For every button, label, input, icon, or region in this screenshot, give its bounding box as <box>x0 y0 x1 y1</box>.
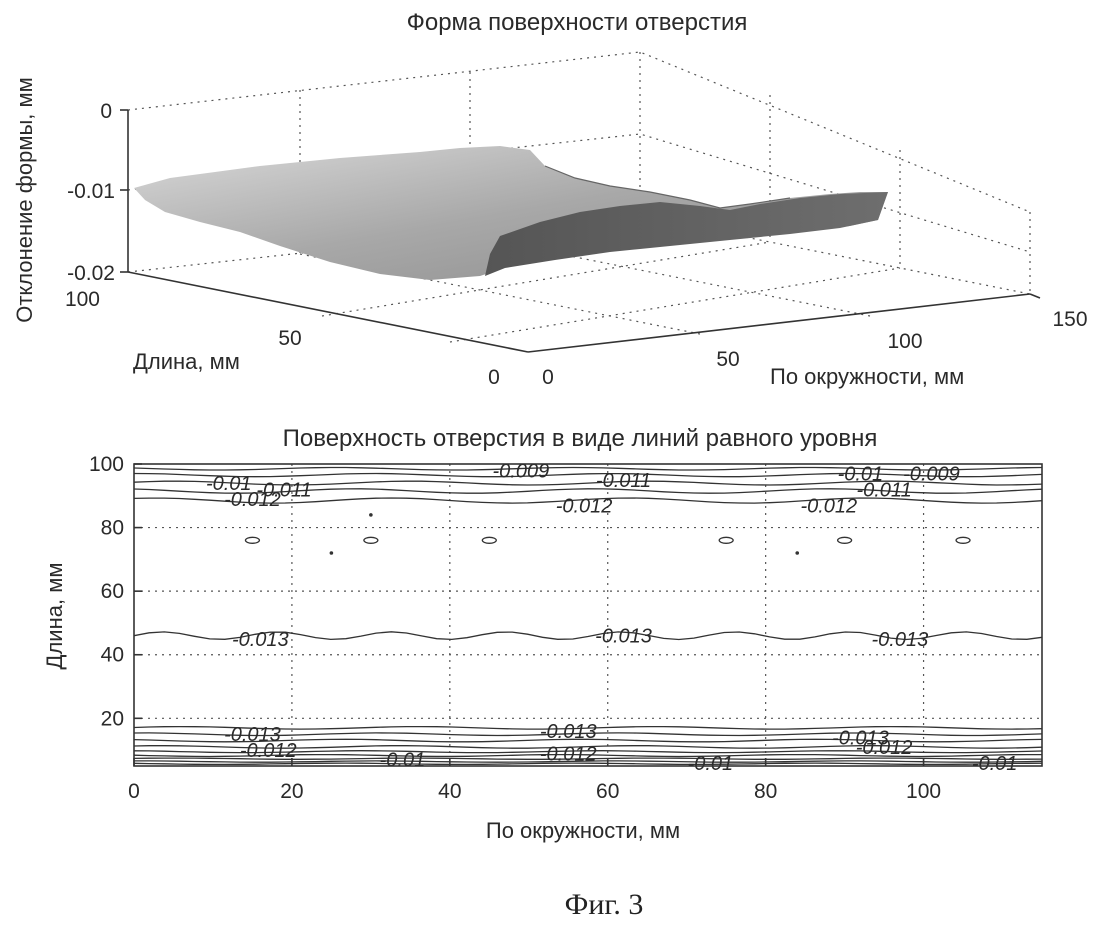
x-tick-label: 60 <box>596 780 619 803</box>
x-tick-label: 20 <box>280 780 303 803</box>
surface-y-label: Длина, мм <box>133 349 240 374</box>
surface-mesh <box>134 146 888 280</box>
contour-line <box>133 738 1043 743</box>
surface-grid <box>127 51 1031 343</box>
x-tick-label: 80 <box>754 780 777 803</box>
contour-point <box>795 551 800 555</box>
contour-level-label: -0.013 <box>224 724 281 746</box>
z-tick-label: 0 <box>100 100 112 123</box>
y-tick-label: 40 <box>101 644 124 667</box>
floor-grid-1 <box>299 253 701 335</box>
y-tick-label: 50 <box>278 327 301 350</box>
contour-chart: Поверхность отверстия в виде линий равно… <box>42 425 1043 843</box>
x-tick-label: 40 <box>438 780 461 803</box>
contour-line <box>133 745 1043 749</box>
floor-grid-3 <box>321 241 771 317</box>
contour-line <box>133 488 1043 494</box>
contour-level-label: -0.013 <box>832 727 889 749</box>
contour-labels: -0.013 -0.013 -0.013-0.012 -0.012 -0.012-0.0… <box>206 460 1017 774</box>
floor-grid-2 <box>469 235 871 317</box>
contour-level-label: -0.012 <box>540 743 597 765</box>
contour-lines <box>133 466 1043 766</box>
y-tick-label: 100 <box>65 288 100 311</box>
contour-title: Поверхность отверстия в виде линий равно… <box>283 425 878 452</box>
contour-line <box>134 760 1043 763</box>
contour-island <box>244 536 261 544</box>
y-tick-label: 0 <box>488 366 500 389</box>
surface-title: Форма поверхности отверстия <box>407 9 748 36</box>
contour-level-label: -0.011 <box>256 479 311 501</box>
x-axis-line <box>527 293 1031 353</box>
y-tick-label: 60 <box>101 580 124 603</box>
contour-x-label: По окружности, мм <box>486 818 680 843</box>
contour-island <box>481 536 497 544</box>
contour-line <box>133 762 1043 766</box>
contour-level-label: -0.009 <box>493 460 550 482</box>
x-tick-mark <box>1029 293 1041 299</box>
contour-level-label: -0.009 <box>903 464 960 486</box>
contour-island <box>718 536 734 544</box>
contour-level-label: -0.01 <box>838 464 884 486</box>
x-tick-label: 0 <box>128 780 140 803</box>
contour-level-label: -0.01 <box>972 753 1018 775</box>
x-tick-label: 0 <box>542 366 554 389</box>
contour-level-label: -0.01 <box>380 750 426 772</box>
contour-island <box>363 536 379 544</box>
contour-line <box>133 472 1043 478</box>
contour-level-label: -0.013 <box>872 629 929 651</box>
figure-caption: Фиг. 3 <box>565 888 644 921</box>
surface-light-part <box>134 146 888 280</box>
x-tick-label: 50 <box>716 348 739 371</box>
contour-level-label: -0.012 <box>800 495 857 517</box>
contour-line <box>133 753 1042 758</box>
contour-line <box>133 725 1043 730</box>
contour-plot-frame <box>133 463 1043 767</box>
contour-island <box>955 536 971 544</box>
contour-island <box>836 536 853 544</box>
contour-level-label: -0.01 <box>688 753 734 775</box>
x-tick-label: 100 <box>906 780 941 803</box>
contour-level-label: -0.011 <box>856 479 911 501</box>
contour-level-label: -0.012 <box>224 489 281 511</box>
contour-level-label: -0.012 <box>556 495 613 517</box>
surface-dark-part <box>485 192 888 276</box>
floor-grid-4 <box>449 267 901 343</box>
contour-line <box>133 631 1043 641</box>
surface-ridge <box>544 165 791 209</box>
contour-grid <box>134 464 1042 766</box>
surface-z-label: Отклонение формы, мм <box>12 77 37 323</box>
contour-level-label: -0.011 <box>596 470 651 492</box>
contour-y-label: Длина, мм <box>42 563 67 670</box>
contour-line <box>133 750 1043 754</box>
x-tick-label: 100 <box>887 330 922 353</box>
contour-level-label: -0.013 <box>595 626 652 648</box>
y-tick-label: 100 <box>89 453 124 476</box>
contour-level-label: -0.013 <box>232 629 289 651</box>
contour-ticks: 0 20 40 60 80 100 20 40 60 80 100 <box>89 453 941 803</box>
contour-line <box>133 757 1043 760</box>
z-tick-label: -0.01 <box>67 180 115 203</box>
contour-point <box>329 551 334 555</box>
x-tick-label: 150 <box>1052 308 1087 331</box>
y-tick-label: 80 <box>101 517 124 540</box>
contour-level-label: -0.012 <box>856 737 913 759</box>
y-axis-line <box>127 271 529 353</box>
contour-level-label: -0.013 <box>540 721 597 743</box>
surface-x-label: По окружности, мм <box>770 364 964 389</box>
contour-line <box>133 732 1043 737</box>
contour-level-label: -0.012 <box>240 740 297 762</box>
contour-line <box>133 497 1043 504</box>
contour-level-label: -0.01 <box>206 473 252 495</box>
contour-line <box>133 480 1043 486</box>
y-tick-label: 20 <box>101 707 124 730</box>
surface-axes <box>120 109 1041 353</box>
contour-line <box>133 466 1043 471</box>
z-tick-label: -0.02 <box>67 262 115 285</box>
contour-point <box>369 513 373 517</box>
surface-chart: Форма поверхности отверстия <box>12 9 1088 389</box>
